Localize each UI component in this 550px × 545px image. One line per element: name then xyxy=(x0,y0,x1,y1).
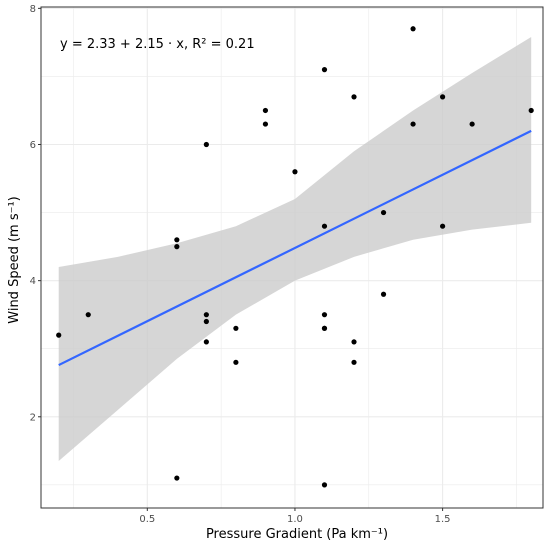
y-tick-label: 2 xyxy=(30,412,36,423)
y-tick-label: 8 xyxy=(30,4,36,15)
data-point xyxy=(174,237,180,243)
x-tick-label: 1.5 xyxy=(435,514,451,525)
regression-equation: y = 2.33 + 2.15 · x, R² = 0.21 xyxy=(60,37,255,52)
data-points xyxy=(56,26,534,488)
data-point xyxy=(351,359,357,365)
data-point xyxy=(203,318,209,325)
data-point xyxy=(321,312,328,318)
data-point xyxy=(380,209,387,216)
x-axis-ticks: 0.5 1.0 1.5 xyxy=(139,508,451,525)
data-point xyxy=(321,223,328,229)
data-point xyxy=(262,121,269,127)
panel-border xyxy=(40,6,544,509)
y-tick-label: 6 xyxy=(30,140,36,151)
data-point xyxy=(203,312,209,318)
data-point xyxy=(351,339,357,345)
data-point xyxy=(410,26,416,32)
data-point xyxy=(174,475,180,481)
x-tick-label: 1.0 xyxy=(287,514,303,525)
regression-line xyxy=(58,129,532,367)
data-point xyxy=(321,482,328,488)
data-point xyxy=(233,359,239,365)
x-tick-label: 0.5 xyxy=(139,514,155,525)
data-point xyxy=(203,339,209,345)
data-point xyxy=(262,107,269,114)
data-point xyxy=(85,312,91,318)
data-point xyxy=(380,291,387,297)
data-point xyxy=(203,141,209,148)
y-axis-title: Wind Speed (m s⁻¹) xyxy=(7,196,22,323)
data-point xyxy=(410,121,416,127)
data-point xyxy=(321,325,328,331)
data-point xyxy=(440,94,446,100)
data-point xyxy=(174,244,180,250)
data-point xyxy=(351,94,357,100)
data-point xyxy=(321,67,328,73)
x-axis-title: Pressure Gradient (Pa km⁻¹) xyxy=(206,527,388,542)
y-axis-ticks: 2 4 6 8 xyxy=(30,4,41,423)
data-point xyxy=(292,169,298,175)
data-point xyxy=(469,121,475,127)
data-point xyxy=(440,223,446,229)
data-point xyxy=(528,107,534,114)
y-tick-label: 4 xyxy=(30,276,36,287)
data-point xyxy=(233,325,239,331)
data-point xyxy=(56,332,62,338)
